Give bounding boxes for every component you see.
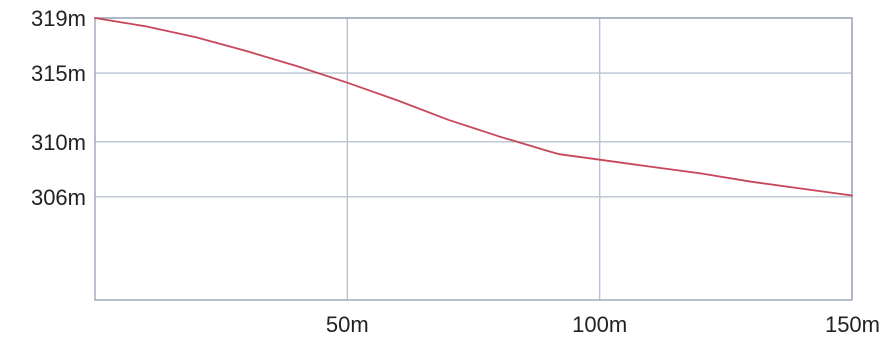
elevation-series-line-0 <box>94 17 853 197</box>
y-tick-labels: 319m 315m 310m 306m <box>31 6 86 210</box>
x-tick-label-0: 50m <box>326 312 369 337</box>
y-tick-label-0: 319m <box>31 6 86 31</box>
y-tick-label-1: 315m <box>31 61 86 86</box>
x-tick-label-2: 150m <box>825 312 880 337</box>
x-tick-label-1: 100m <box>572 312 627 337</box>
y-tick-label-2: 310m <box>31 130 86 155</box>
series-layer <box>94 17 853 197</box>
plot-frame <box>94 17 853 301</box>
y-tick-label-3: 306m <box>31 185 86 210</box>
x-tick-labels: 50m 100m 150m <box>326 312 880 337</box>
grid-layer <box>95 17 853 300</box>
